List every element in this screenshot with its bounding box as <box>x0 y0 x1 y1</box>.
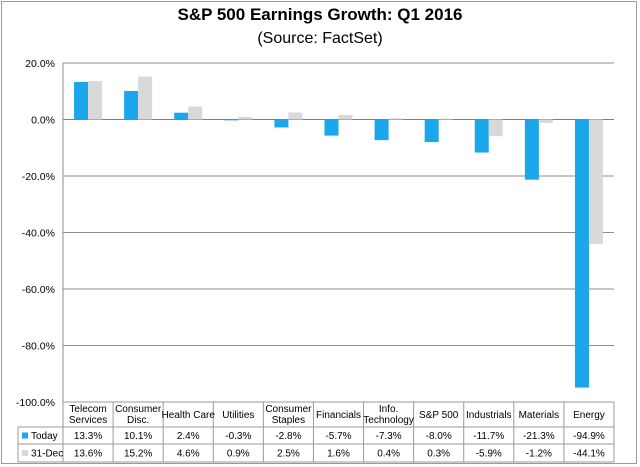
data-label: -2.8% <box>275 431 301 442</box>
data-label: -7.3% <box>376 431 402 442</box>
bar-31-dec <box>338 114 353 120</box>
data-label: -94.9% <box>573 431 605 442</box>
bar-today <box>424 119 439 143</box>
category-label: Materials <box>519 410 560 421</box>
data-label: -5.7% <box>325 431 351 442</box>
bar-31-dec <box>88 81 103 120</box>
data-label: -44.1% <box>573 449 605 460</box>
category-label: Health Care <box>162 410 216 421</box>
bar-today <box>574 119 589 388</box>
bar-31-dec <box>188 106 203 120</box>
category-label: Telecom <box>69 404 106 415</box>
bar-today <box>474 119 489 153</box>
category-label: Utilities <box>222 410 254 421</box>
bar-today <box>224 119 239 121</box>
legend-label: Today <box>31 431 58 442</box>
data-label: -1.2% <box>526 449 552 460</box>
bar-31-dec <box>138 76 153 120</box>
y-tick-label: -60.0% <box>22 284 55 296</box>
data-label: 2.5% <box>277 449 300 460</box>
category-label: Industrials <box>466 410 512 421</box>
y-tick-label: -20.0% <box>22 171 55 183</box>
legend-label: 31-Dec <box>31 449 63 460</box>
category-label: Consumer <box>265 404 312 415</box>
data-label: 13.6% <box>74 449 102 460</box>
data-label: 1.6% <box>327 449 350 460</box>
data-label: 2.4% <box>177 431 200 442</box>
data-label: -11.7% <box>473 431 504 442</box>
bar-today <box>324 119 339 136</box>
data-label: 10.1% <box>124 431 152 442</box>
category-label: Financials <box>316 410 361 421</box>
category-label: Staples <box>272 415 305 426</box>
y-tick-label: -40.0% <box>22 228 55 240</box>
y-tick-label: -100.0% <box>16 397 55 409</box>
bar-31-dec <box>588 119 603 245</box>
category-label: Energy <box>573 410 605 421</box>
bar-31-dec <box>388 118 403 120</box>
bar-31-dec <box>488 119 503 137</box>
category-label: Disc. <box>127 415 149 426</box>
data-label: -8.0% <box>426 431 452 442</box>
bar-31-dec <box>538 119 553 123</box>
bar-today <box>524 119 539 180</box>
legend-key <box>22 432 28 439</box>
bar-today <box>374 119 389 141</box>
category-label: Consumer <box>115 404 162 415</box>
y-tick-label: 20.0% <box>25 58 55 70</box>
category-label: Services <box>69 415 107 426</box>
bar-today <box>124 90 139 120</box>
y-tick-label: 0.0% <box>31 115 55 127</box>
data-label: -21.3% <box>523 431 555 442</box>
category-label: S&P 500 <box>419 410 459 421</box>
chart-title: S&P 500 Earnings Growth: Q1 2016 <box>177 5 463 24</box>
data-label: -5.9% <box>476 449 502 460</box>
data-label: 4.6% <box>177 449 200 460</box>
bar-31-dec <box>288 112 303 120</box>
bar-today <box>274 119 289 128</box>
bar-31-dec <box>238 116 253 120</box>
bar-31-dec <box>438 118 453 120</box>
y-tick-label: -80.0% <box>22 341 55 353</box>
data-label: 0.4% <box>377 449 400 460</box>
category-label: Info. <box>379 404 398 415</box>
category-label: Technology <box>363 415 414 426</box>
data-label: 13.3% <box>74 431 102 442</box>
legend-key <box>22 450 28 456</box>
data-label: 0.9% <box>227 449 250 460</box>
bar-today <box>174 112 189 120</box>
data-label: 15.2% <box>124 449 152 460</box>
chart-subtitle: (Source: FactSet) <box>257 30 383 47</box>
data-label: -0.3% <box>225 431 251 442</box>
bar-today <box>74 81 89 120</box>
data-label: 0.3% <box>427 449 450 460</box>
